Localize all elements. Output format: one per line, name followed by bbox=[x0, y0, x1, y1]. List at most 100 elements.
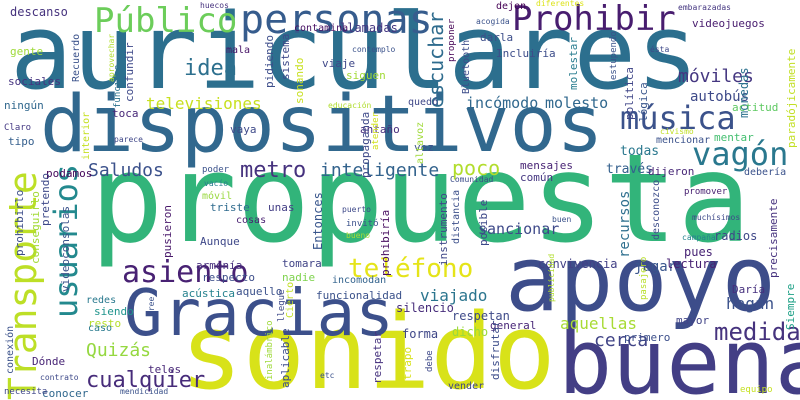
word: respetar bbox=[371, 331, 384, 384]
word: cualquier bbox=[86, 368, 206, 393]
word: propaganda bbox=[359, 111, 372, 178]
word: cree bbox=[147, 296, 156, 316]
word: hagan bbox=[726, 294, 775, 313]
word: través bbox=[606, 162, 653, 177]
word: redes bbox=[86, 295, 117, 306]
word: instrumento bbox=[437, 193, 450, 266]
word: educación bbox=[328, 101, 372, 110]
word: vaya bbox=[230, 123, 257, 136]
word: convivencia bbox=[538, 257, 618, 271]
word: actitud bbox=[732, 101, 779, 114]
word: equipo bbox=[740, 385, 773, 395]
word: Daría bbox=[732, 283, 766, 296]
word: personas bbox=[240, 0, 433, 43]
word: Comunidad bbox=[450, 175, 494, 184]
word: paradójicamente bbox=[785, 48, 798, 148]
word: prohibiría bbox=[379, 209, 392, 276]
word: llamadas bbox=[340, 21, 398, 35]
word: silencio bbox=[396, 301, 454, 315]
word: funcionalidad bbox=[316, 289, 403, 302]
word: mensajes bbox=[520, 159, 573, 172]
word: prohibirlo bbox=[13, 189, 26, 256]
word: dijeron bbox=[648, 165, 695, 178]
word: idea bbox=[184, 56, 237, 81]
word: viajado bbox=[420, 286, 488, 305]
word: unas bbox=[268, 201, 295, 214]
word: pretendo bbox=[39, 173, 52, 226]
word: cosas bbox=[236, 215, 267, 226]
word: jugar bbox=[634, 259, 677, 275]
word: bueno bbox=[346, 231, 371, 240]
word: Entonces bbox=[311, 192, 325, 250]
word: darla bbox=[480, 31, 514, 44]
word: aquellas bbox=[560, 314, 638, 333]
word: forma bbox=[402, 327, 439, 341]
word: desconozco bbox=[651, 179, 662, 240]
word: contemplo bbox=[352, 45, 396, 54]
word: recursos bbox=[617, 190, 633, 258]
word: dispositivos bbox=[40, 80, 604, 170]
word: resto bbox=[88, 317, 122, 330]
word: política bbox=[623, 67, 636, 120]
word: mayor bbox=[676, 314, 710, 327]
word: sociales bbox=[8, 75, 61, 88]
word: pasajero bbox=[639, 256, 649, 300]
word: videojuegos bbox=[692, 17, 765, 30]
word: parece bbox=[114, 135, 143, 144]
word: ésta bbox=[650, 45, 670, 54]
word: civismo bbox=[660, 127, 694, 136]
word: altavoz bbox=[415, 121, 426, 164]
word: sancionar bbox=[478, 220, 560, 238]
word: armonía bbox=[196, 259, 243, 272]
word: trapo bbox=[401, 346, 414, 380]
word: Incluiría bbox=[496, 47, 556, 60]
word: publicidad bbox=[547, 253, 556, 302]
word: gente bbox=[10, 45, 44, 58]
word: siendo bbox=[94, 305, 134, 318]
word: teles bbox=[148, 363, 182, 376]
word: todas bbox=[620, 144, 660, 159]
word: disfrutar bbox=[489, 320, 502, 380]
word: Dónde bbox=[32, 355, 66, 368]
word: muchísimos bbox=[692, 213, 741, 222]
word: caso bbox=[88, 323, 113, 334]
word: invitó bbox=[346, 219, 379, 229]
word: estupendo bbox=[609, 31, 619, 80]
word: poder bbox=[202, 165, 230, 175]
word: Claro bbox=[4, 123, 32, 133]
word: aplicable bbox=[279, 328, 292, 388]
word: pusieron bbox=[161, 205, 174, 258]
word: puerto bbox=[342, 205, 371, 214]
word: Siempre bbox=[784, 283, 797, 330]
word: etc bbox=[320, 371, 335, 380]
word: pues bbox=[684, 245, 713, 259]
word: precisamente bbox=[767, 198, 780, 278]
word: Público bbox=[94, 1, 238, 41]
word: posible bbox=[477, 199, 490, 246]
word: aprovechar bbox=[107, 33, 116, 82]
word: Recuerdo bbox=[71, 33, 82, 82]
word: lógica bbox=[637, 82, 650, 122]
word: música bbox=[620, 99, 736, 137]
word: vez bbox=[414, 141, 434, 154]
word: Saludos bbox=[88, 160, 164, 181]
word: Cierto bbox=[285, 281, 296, 318]
word: triste bbox=[210, 201, 250, 214]
word: confundir bbox=[123, 42, 136, 102]
word: general bbox=[490, 319, 537, 332]
word: ningún bbox=[4, 99, 44, 112]
word: incomodan bbox=[332, 275, 387, 286]
word: teléfono bbox=[348, 254, 474, 284]
word: mala bbox=[226, 45, 251, 56]
word: vender bbox=[448, 381, 485, 392]
word: televisiones bbox=[146, 94, 262, 113]
word: contrato bbox=[40, 373, 79, 382]
word: Prohibir bbox=[512, 0, 676, 39]
word: sonido bbox=[180, 291, 556, 400]
word: distancia bbox=[451, 189, 462, 244]
word: mendicidad bbox=[120, 387, 169, 396]
word: poco bbox=[452, 156, 501, 180]
word: tipo bbox=[8, 135, 35, 148]
word: buen bbox=[552, 215, 572, 224]
word: respetan bbox=[452, 309, 510, 323]
